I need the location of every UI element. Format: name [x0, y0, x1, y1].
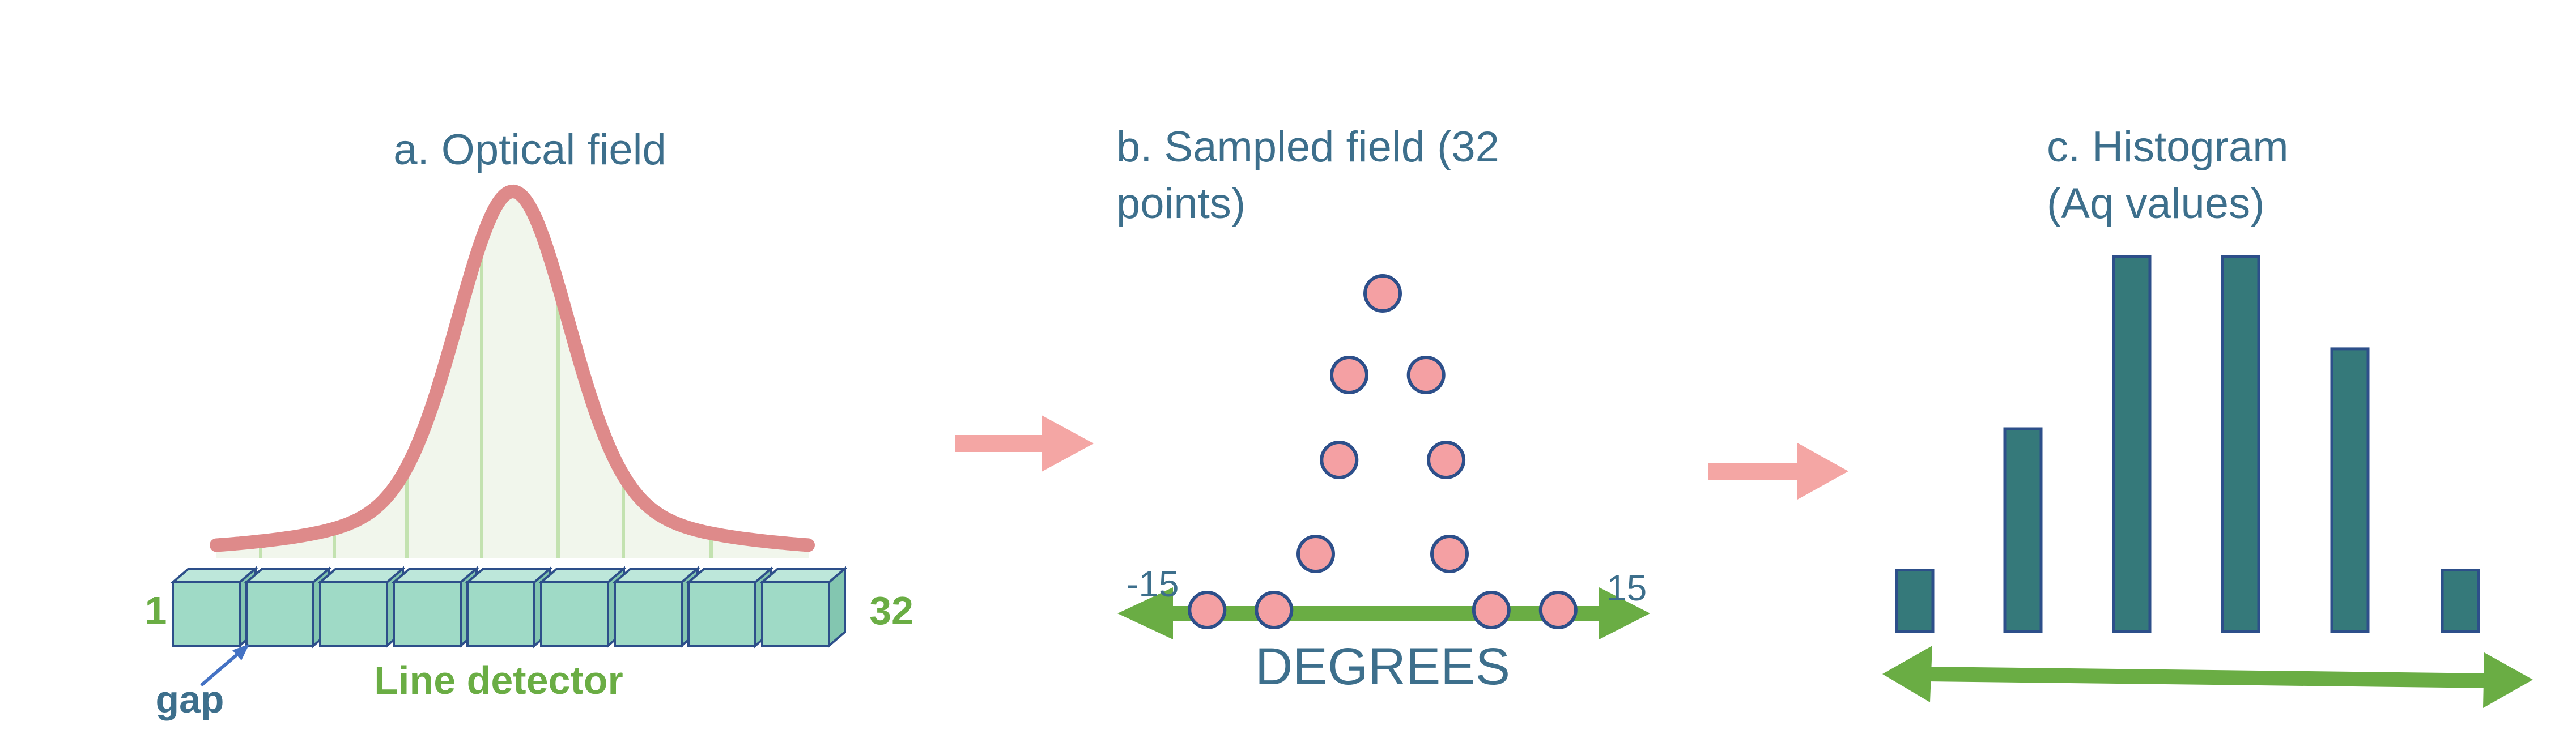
panel-b-sampled-field: b. Sampled field (32 points) -15 15 DEGR…: [1116, 123, 1650, 696]
panel-c-histogram: c. Histogram (Aq values): [1882, 123, 2533, 708]
detector-pixel: [611, 566, 701, 649]
degrees-label: DEGREES: [1255, 638, 1510, 696]
panel-c-title-line2: (Aq values): [2047, 180, 2264, 228]
flow-arrow-b-to-c: [1708, 443, 1848, 500]
histogram-bar: [1895, 569, 1935, 633]
sample-point: [1406, 356, 1446, 394]
axis-max-label: 15: [1606, 568, 1647, 608]
sample-point: [1430, 535, 1469, 573]
gap-label: gap: [156, 678, 224, 721]
sample-point: [1538, 591, 1578, 629]
sample-point: [1296, 535, 1335, 573]
histogram-bar: [2330, 347, 2370, 633]
histogram-axis: [1882, 646, 2533, 708]
optical-field-curve: [210, 184, 815, 552]
line-detector: [169, 566, 848, 649]
flow-arrow-a-to-b: [955, 415, 1094, 472]
axis-min-label: -15: [1127, 564, 1179, 604]
histogram-bar: [2221, 255, 2260, 633]
panel-b-title-line2: points): [1116, 180, 1246, 228]
sample-point: [1427, 441, 1466, 479]
sample-point: [1255, 591, 1294, 629]
sample-points: [1188, 274, 1578, 629]
line-detector-label: Line detector: [374, 658, 623, 702]
detector-pixel: [169, 566, 259, 649]
sampling-lines: [259, 243, 713, 558]
detector-pixel: [759, 566, 848, 649]
histogram-bar: [2112, 255, 2152, 633]
histogram-bar: [2441, 569, 2480, 633]
detector-pixel: [243, 566, 333, 649]
panel-b-title-line1: b. Sampled field (32: [1116, 123, 1499, 171]
detector-pixel: [464, 566, 554, 649]
panel-a-title: a. Optical field: [393, 126, 666, 174]
sample-point: [1188, 591, 1227, 629]
detector-start-label: 1: [145, 588, 167, 633]
detector-end-label: 32: [869, 588, 913, 633]
histogram-bars: [1895, 255, 2480, 633]
optical-field-area: [216, 191, 809, 558]
detector-pixel: [317, 566, 406, 649]
histogram-bar: [2003, 427, 2043, 633]
sample-point: [1363, 274, 1402, 313]
panel-c-title-line1: c. Histogram: [2047, 123, 2289, 171]
sample-point: [1330, 356, 1368, 394]
panel-a-optical-field: a. Optical field 1 32 Line detector gap: [145, 126, 913, 721]
sample-point: [1472, 591, 1511, 629]
detector-pixel: [685, 566, 775, 649]
detector-pixel: [538, 566, 627, 649]
gap-arrow: [200, 650, 242, 687]
sample-point: [1320, 441, 1359, 479]
detector-pixel: [390, 566, 480, 649]
gap-arrow-head: [232, 644, 249, 660]
